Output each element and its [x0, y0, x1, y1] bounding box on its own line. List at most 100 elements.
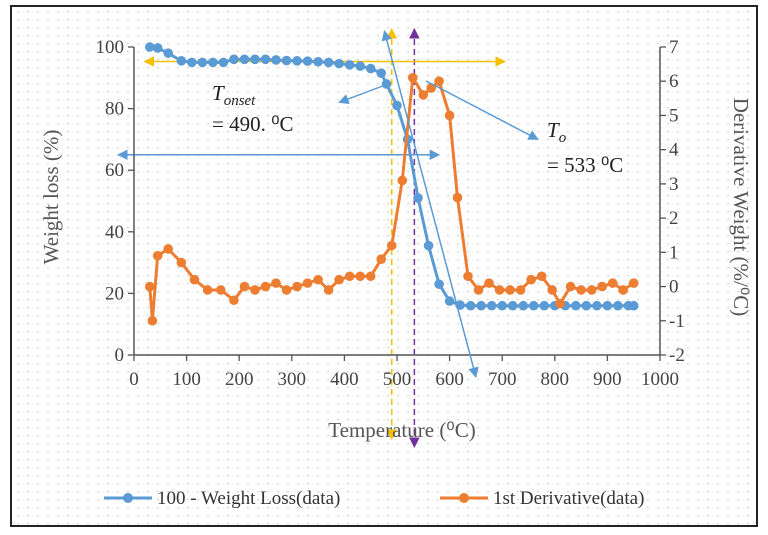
- derivative-point: [355, 271, 365, 282]
- derivative-point: [260, 281, 271, 292]
- weight-loss-point: [187, 57, 197, 68]
- derivative-point: [334, 274, 344, 285]
- weight-loss-point: [344, 60, 355, 70]
- x-tick-label: 400: [330, 369, 359, 390]
- derivative-point: [526, 274, 536, 285]
- weight-loss-point: [628, 300, 639, 311]
- weight-loss-point: [392, 100, 402, 111]
- weight-loss-point: [292, 56, 302, 66]
- weight-loss-point: [602, 300, 613, 311]
- x-tick-label: 0: [129, 369, 139, 390]
- derivative-point: [302, 278, 313, 288]
- weight-loss-point: [239, 54, 250, 65]
- x-tick-label: 900: [593, 369, 622, 390]
- derivative-point: [618, 285, 628, 295]
- weight-loss-point: [497, 300, 508, 311]
- chart-axes: [128, 46, 666, 361]
- svg-text:Tonset: Tonset: [212, 81, 256, 109]
- y-right-tick-label: 0: [669, 277, 679, 298]
- weight-loss-point: [229, 54, 239, 65]
- weight-loss-point: [486, 300, 497, 311]
- peak-pointer-arrow: [425, 80, 539, 141]
- y-right-tick-label: 3: [669, 174, 679, 195]
- t-o-symbol: T: [547, 118, 560, 142]
- derivative-point: [515, 285, 526, 295]
- derivative-point: [202, 285, 213, 295]
- weight-loss-point: [365, 63, 376, 74]
- t-onset-value: = 490. ⁰C: [212, 112, 294, 136]
- y-right-tick-label: -1: [669, 311, 685, 332]
- weight-loss-point: [465, 300, 476, 311]
- weight-loss-point: [507, 300, 518, 311]
- weight-loss-point: [476, 300, 486, 311]
- derivative-point: [418, 90, 429, 100]
- tangent-line-arrow: [381, 29, 479, 379]
- derivative-point: [407, 73, 418, 83]
- weight-loss-point: [271, 55, 281, 65]
- derivative-point: [607, 278, 618, 288]
- derivative-point: [494, 285, 505, 295]
- x-tick-label: 600: [435, 369, 464, 390]
- weight-loss-point: [413, 193, 423, 203]
- derivative-point: [215, 285, 226, 295]
- derivative-point: [376, 254, 387, 264]
- chart-frame: 0 100 200 300 400 500 600 700 800 900 1000 0 20 40 60 8…: [10, 5, 758, 527]
- derivative-point: [147, 315, 158, 326]
- y-right-tick-label: 1: [669, 242, 679, 263]
- legend-marker-derivative: [459, 493, 469, 503]
- weight-loss-point: [423, 240, 434, 251]
- weight-loss-point: [144, 42, 155, 52]
- tick-labels: 0 100 200 300 400 500 600 700 800 900 100002040608…: [96, 37, 685, 390]
- legend-marker-weight-loss: [123, 493, 133, 503]
- y-left-tick-label: 100: [96, 37, 125, 58]
- x-tick-label: 100: [172, 369, 201, 390]
- derivative-point: [536, 271, 547, 282]
- annotation-t-o: To = 533 ⁰C: [547, 118, 623, 177]
- derivative-point: [323, 285, 334, 295]
- y-right-tick-label: 4: [669, 140, 679, 161]
- weight-loss-point: [434, 279, 444, 289]
- weight-loss-point: [281, 55, 292, 66]
- derivative-point: [505, 285, 515, 295]
- derivative-point: [463, 271, 473, 282]
- y-right-tick-label: 2: [669, 208, 679, 229]
- derivative-point: [444, 110, 455, 121]
- x-tick-label: 1000: [641, 369, 679, 390]
- derivative-point: [292, 281, 302, 292]
- derivative-point: [586, 285, 597, 295]
- derivative-point: [484, 278, 494, 288]
- weight-loss-point: [613, 300, 623, 311]
- weight-loss-point: [313, 56, 323, 67]
- y-right-tick-label: -2: [669, 345, 685, 366]
- weight-loss-point: [355, 61, 365, 71]
- derivative-point: [547, 285, 557, 295]
- derivative-point: [189, 274, 200, 285]
- weight-loss-point: [528, 300, 539, 311]
- derivative-point: [313, 274, 323, 285]
- weight-loss-point: [302, 56, 313, 66]
- y-right-tick-label: 7: [669, 37, 679, 58]
- weight-loss-point: [218, 57, 229, 68]
- y-left-tick-label: 60: [105, 160, 124, 181]
- derivative-point: [229, 295, 239, 306]
- derivative-point: [344, 271, 355, 282]
- weight-loss-point: [539, 300, 550, 311]
- onset-pointer-arrow: [338, 83, 389, 105]
- x-tick-label: 300: [278, 369, 307, 390]
- derivative-point: [555, 298, 565, 309]
- weight-loss-point: [592, 300, 602, 311]
- y-right-tick-label: 5: [669, 105, 679, 126]
- y-left-tick-label: 80: [105, 99, 124, 120]
- annotation-t-onset: Tonset = 490. ⁰C: [212, 81, 294, 136]
- weight-loss-point: [176, 56, 187, 66]
- x-tick-label: 500: [383, 369, 412, 390]
- t-onset-symbol: T: [212, 81, 225, 105]
- weight-loss-point: [444, 296, 455, 306]
- y-left-tick-label: 0: [115, 345, 125, 366]
- weight-loss-point: [571, 300, 581, 311]
- weight-loss-point: [260, 54, 271, 65]
- x-axis-title: Temperature (⁰C): [328, 418, 475, 442]
- derivative-point: [281, 285, 292, 295]
- weight-loss-point: [250, 54, 260, 65]
- annotation-arrows: [338, 29, 539, 379]
